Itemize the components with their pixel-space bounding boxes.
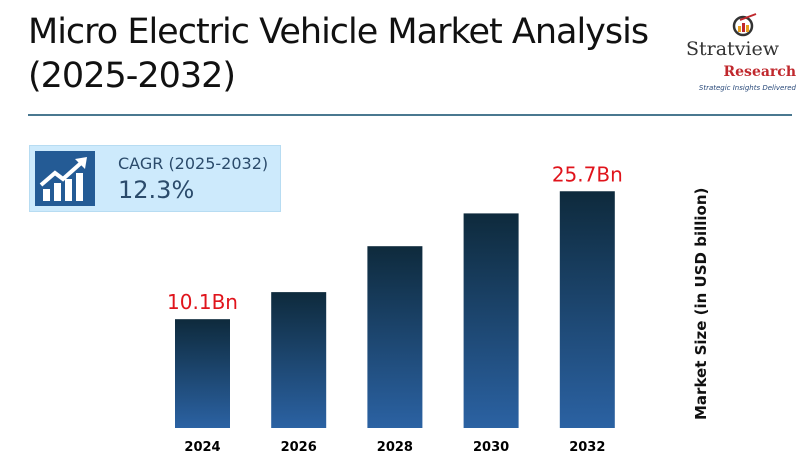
logo-tagline: Strategic Insights Delivered xyxy=(698,84,796,92)
bar-2026 xyxy=(271,292,327,428)
title-line-2: (2025-2032) xyxy=(28,56,236,96)
magnifier-chart-icon xyxy=(732,13,757,37)
growth-chart-icon xyxy=(35,151,95,206)
divider xyxy=(28,114,792,116)
x-tick-label: 2032 xyxy=(569,440,605,455)
bar-2024 xyxy=(175,319,230,428)
logo-sub: Research xyxy=(723,64,796,80)
cagr-value: 12.3% xyxy=(118,176,195,204)
bar-2032 xyxy=(559,191,615,428)
bar-2028 xyxy=(367,246,423,428)
x-tick-label: 2028 xyxy=(377,440,413,455)
x-tick-label: 2024 xyxy=(184,440,220,455)
logo-name: Stratview xyxy=(686,38,780,60)
bar-2030 xyxy=(463,213,519,428)
data-label: 25.7Bn xyxy=(552,162,623,186)
stratview-logo: Stratview Research Strategic Insights De… xyxy=(683,12,798,112)
x-tick-label: 2030 xyxy=(473,440,509,455)
title-line-1: Micro Electric Vehicle Market Analysis xyxy=(28,12,649,52)
x-tick-label: 2026 xyxy=(281,440,317,455)
cagr-box: CAGR (2025-2032) 12.3% xyxy=(29,145,281,212)
page-title: Micro Electric Vehicle Market Analysis (2… xyxy=(28,10,649,98)
cagr-label: CAGR (2025-2032) xyxy=(118,154,269,173)
data-label: 10.1Bn xyxy=(167,290,238,314)
y-axis-label: Market Size (in USD billion) xyxy=(692,187,710,420)
